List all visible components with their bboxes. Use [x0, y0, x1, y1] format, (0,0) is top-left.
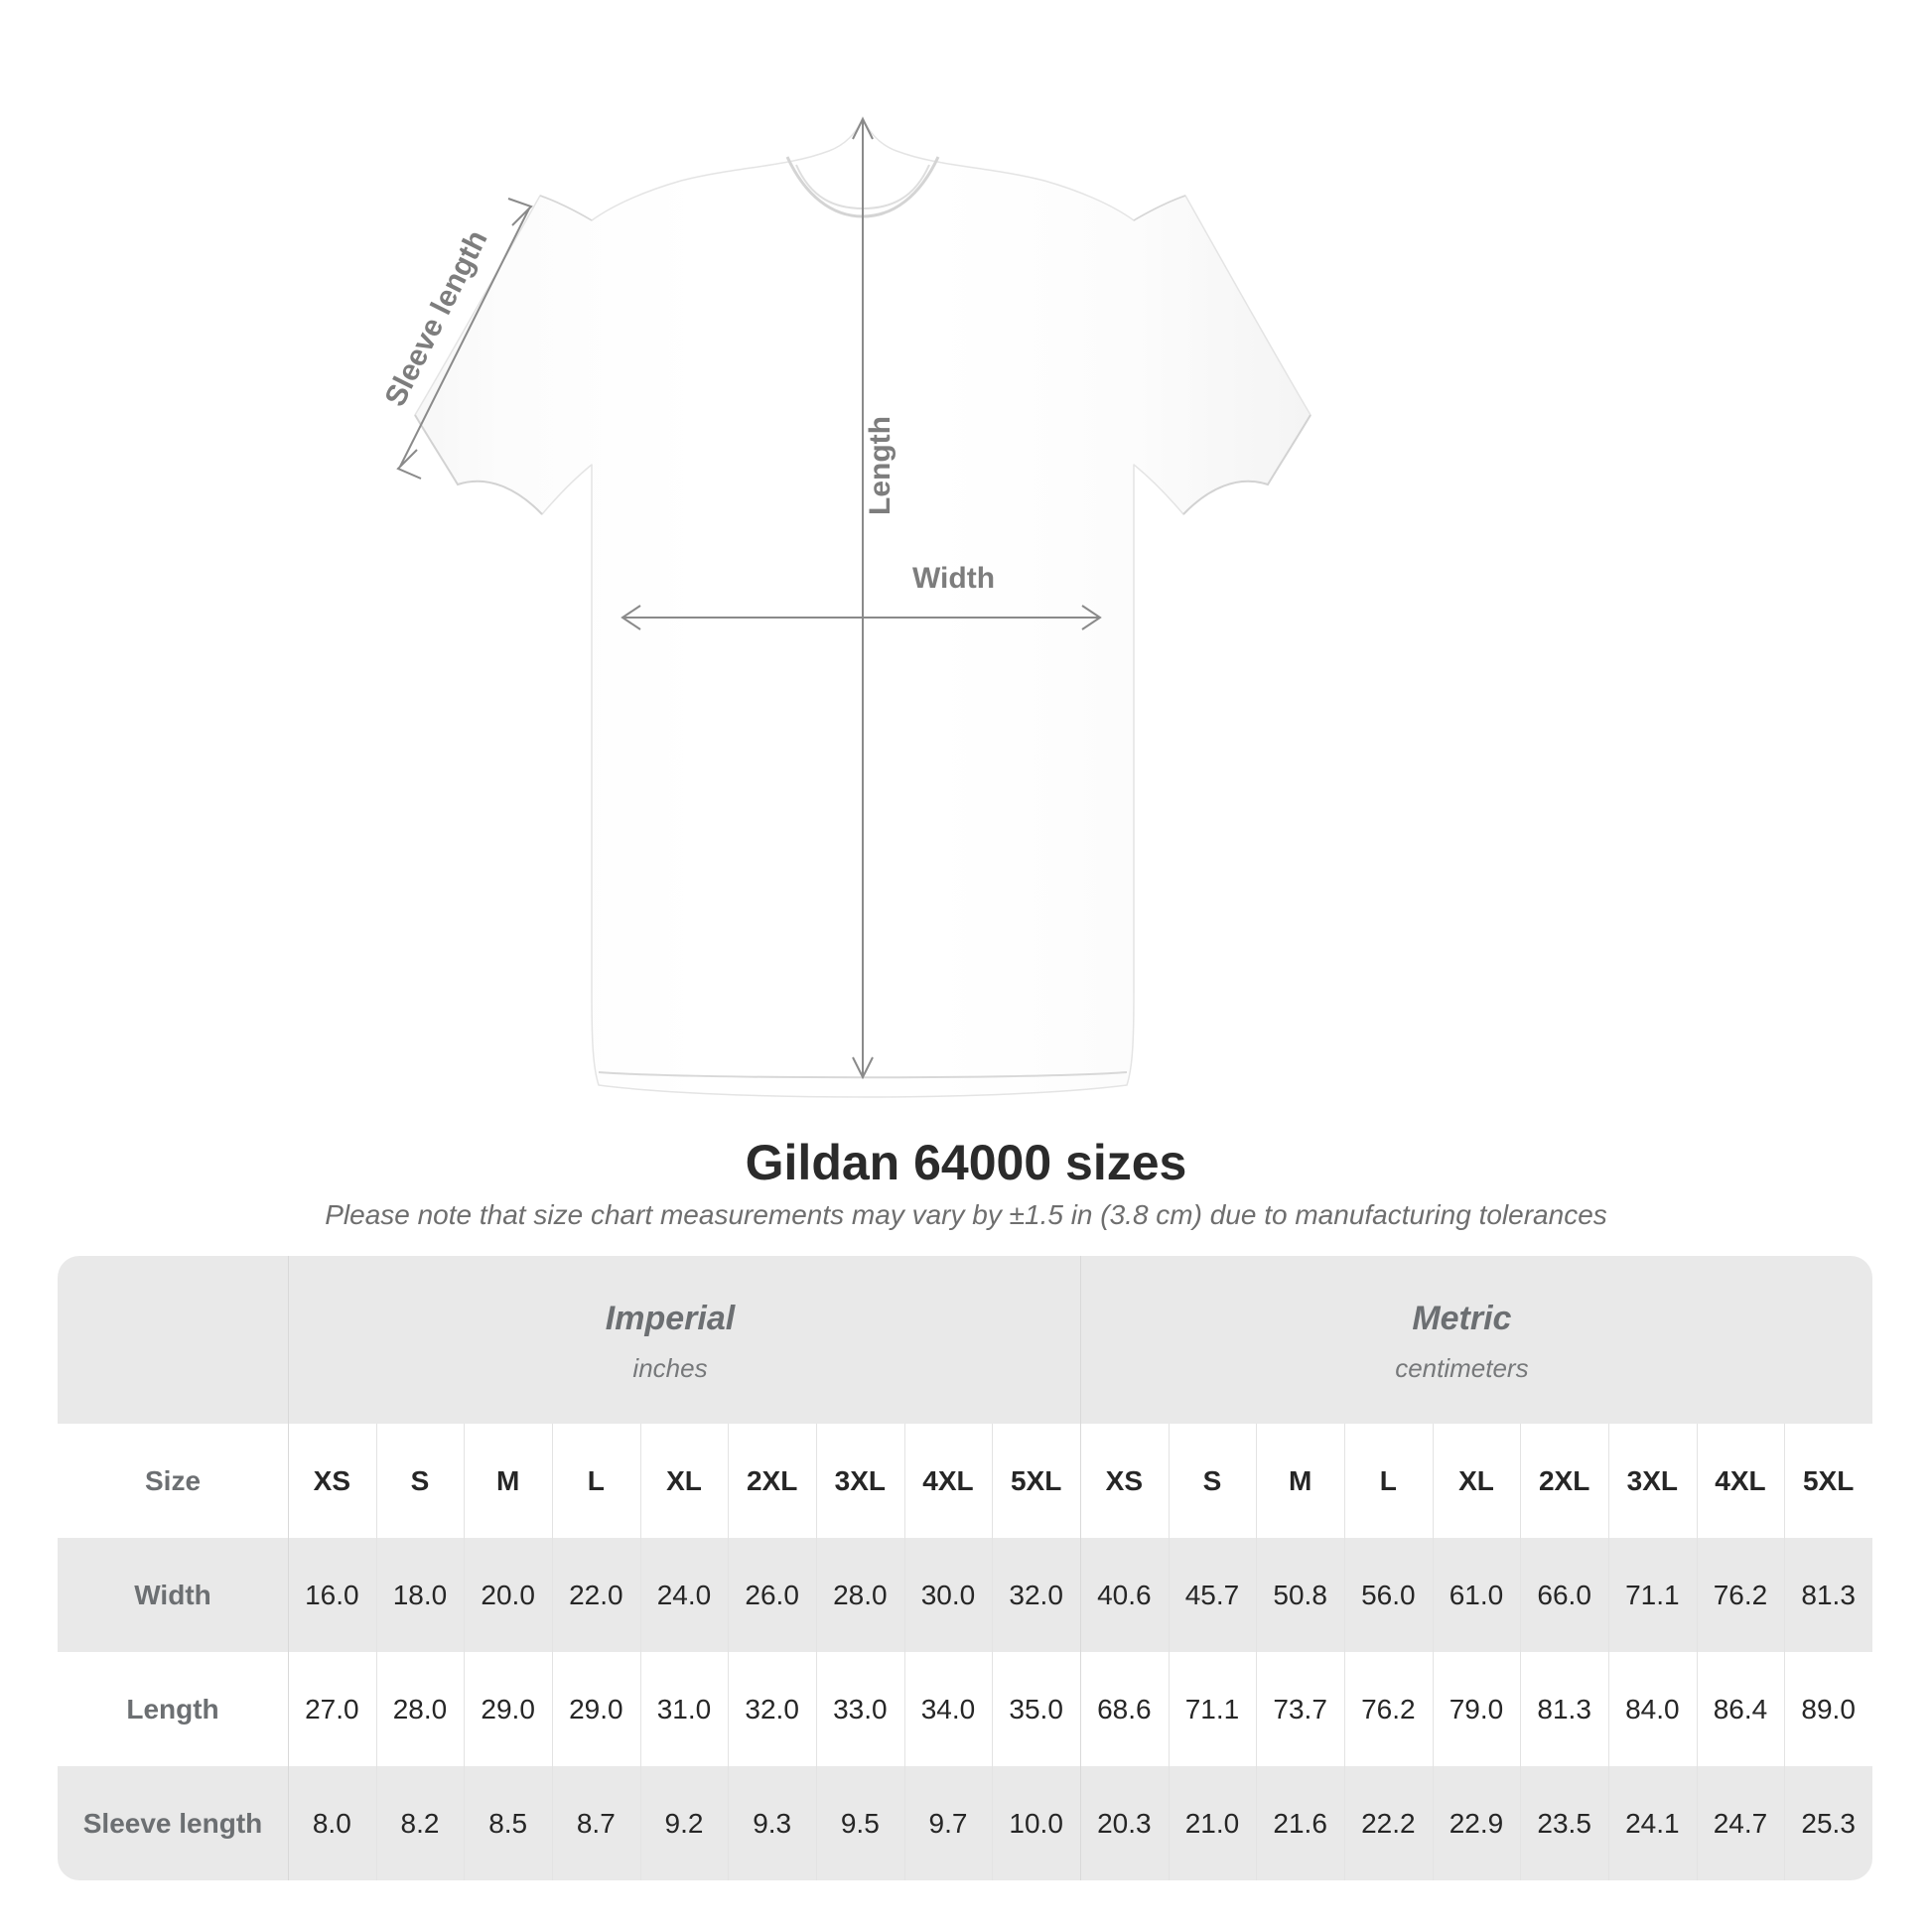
svg-text:Length: Length	[864, 416, 897, 515]
svg-text:Width: Width	[912, 562, 995, 595]
